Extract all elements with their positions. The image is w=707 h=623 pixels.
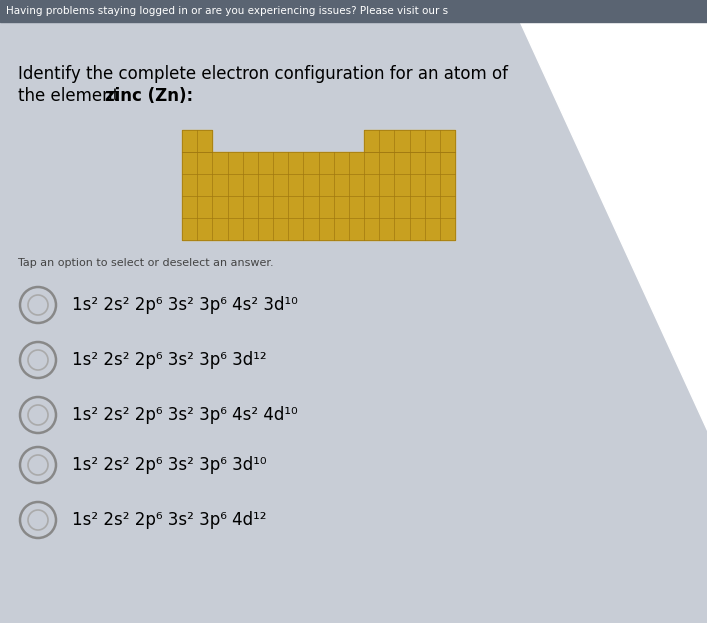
- Text: 1s² 2s² 2p⁶ 3s² 3p⁶ 3d¹⁰: 1s² 2s² 2p⁶ 3s² 3p⁶ 3d¹⁰: [72, 456, 267, 474]
- Polygon shape: [520, 22, 707, 430]
- Text: Tap an option to select or deselect an answer.: Tap an option to select or deselect an a…: [18, 258, 274, 268]
- Text: Having problems staying logged in or are you experiencing issues? Please visit o: Having problems staying logged in or are…: [6, 6, 448, 16]
- Text: 1s² 2s² 2p⁶ 3s² 3p⁶ 4d¹²: 1s² 2s² 2p⁶ 3s² 3p⁶ 4d¹²: [72, 511, 267, 529]
- Text: the element: the element: [18, 87, 124, 105]
- Bar: [182, 130, 212, 152]
- Text: zinc (Zn):: zinc (Zn):: [105, 87, 193, 105]
- Text: Identify the complete electron configuration for an atom of: Identify the complete electron configura…: [18, 65, 508, 83]
- Text: 1s² 2s² 2p⁶ 3s² 3p⁶ 3d¹²: 1s² 2s² 2p⁶ 3s² 3p⁶ 3d¹²: [72, 351, 267, 369]
- Text: 1s² 2s² 2p⁶ 3s² 3p⁶ 4s² 4d¹⁰: 1s² 2s² 2p⁶ 3s² 3p⁶ 4s² 4d¹⁰: [72, 406, 298, 424]
- Bar: [182, 152, 455, 240]
- Bar: [364, 130, 455, 152]
- Bar: [0, 0, 707, 22]
- Text: 1s² 2s² 2p⁶ 3s² 3p⁶ 4s² 3d¹⁰: 1s² 2s² 2p⁶ 3s² 3p⁶ 4s² 3d¹⁰: [72, 296, 298, 314]
